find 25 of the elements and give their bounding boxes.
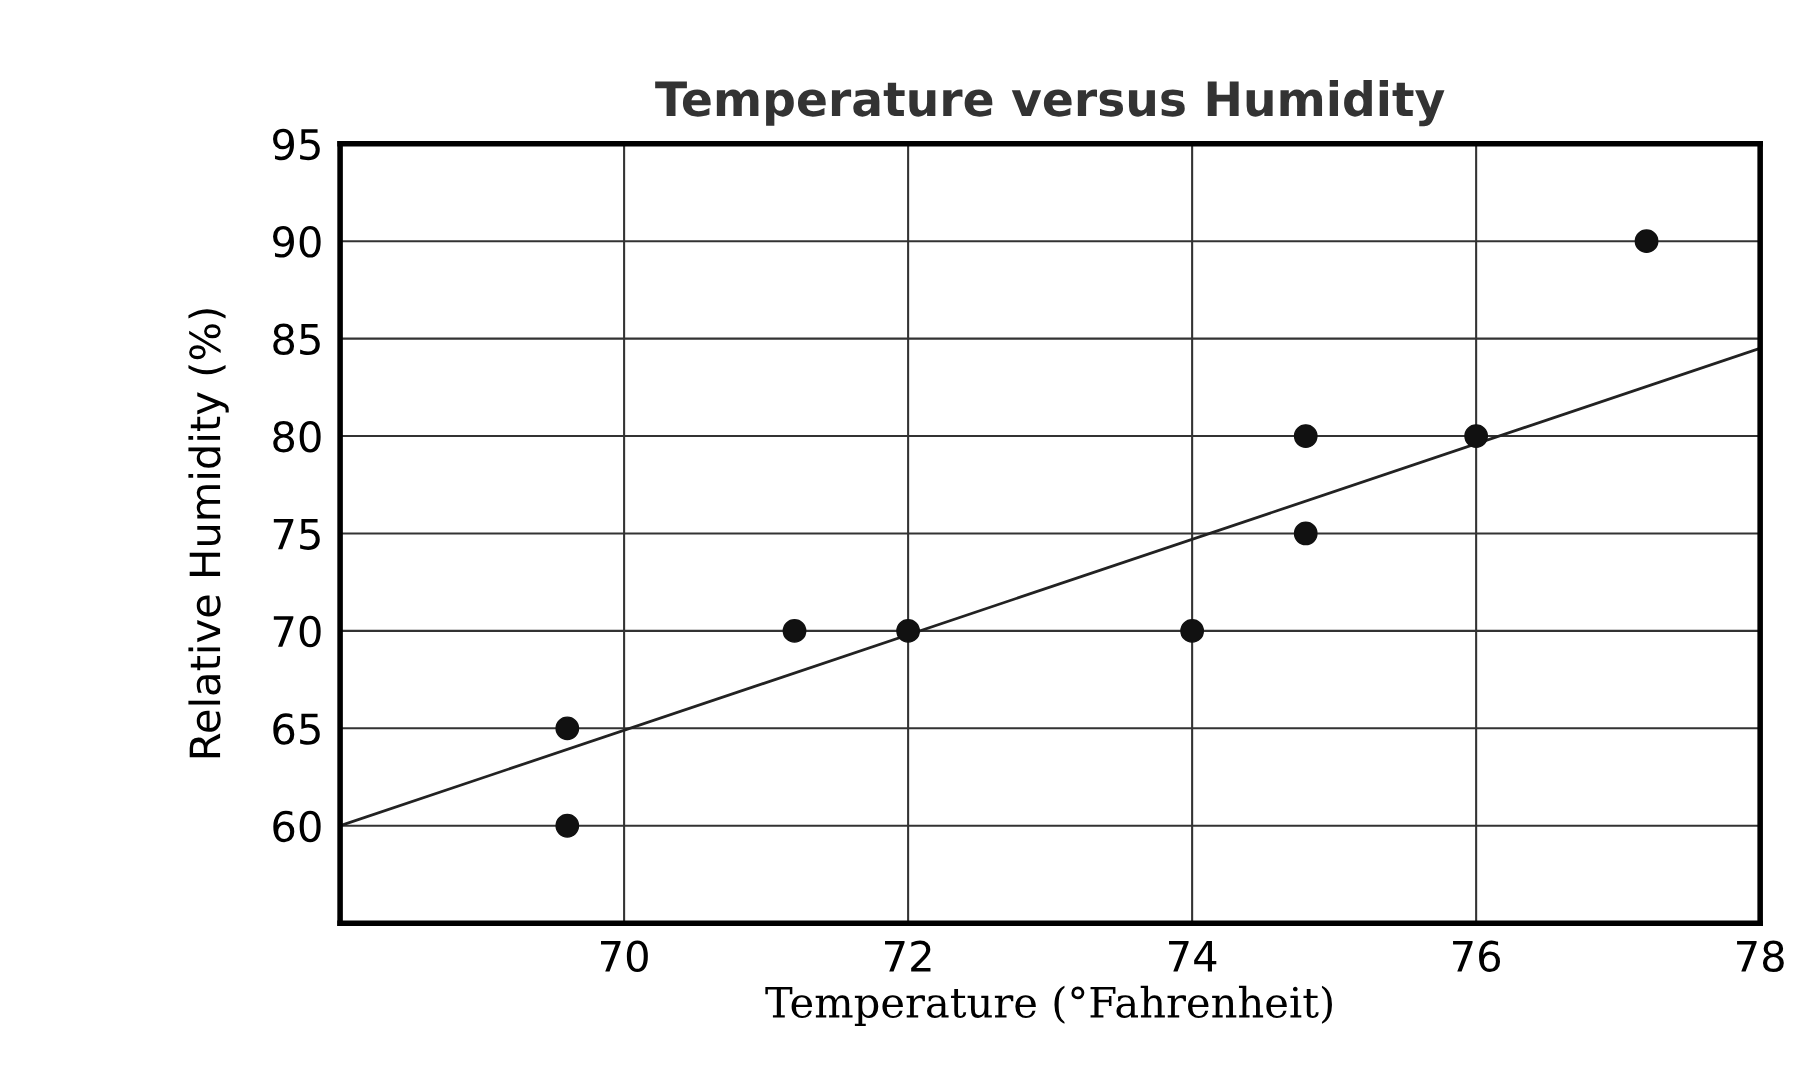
x-tick-label: 70	[601, 940, 648, 973]
y-tick-label: 80	[273, 420, 321, 453]
point	[1180, 619, 1205, 643]
y-axis-title: Relative Humidity (%)	[188, 309, 229, 758]
x-tick-label: 78	[1737, 940, 1784, 973]
y-tick-label: 95	[273, 128, 320, 161]
x-tick-label: 76	[1453, 940, 1501, 973]
chart-title: Temperature versus Humidity	[655, 80, 1445, 127]
point	[1293, 521, 1318, 546]
y-tick-label: 85	[273, 323, 320, 356]
y-tick-label: 70	[273, 615, 321, 648]
y-tick-label: 60	[273, 810, 321, 843]
y-tick-label: 65	[273, 713, 320, 745]
x-tick-label: 72	[885, 940, 931, 972]
point	[555, 716, 580, 741]
point	[1634, 229, 1659, 254]
point	[782, 619, 807, 643]
x-tick-label: 74	[1169, 941, 1217, 972]
point	[1464, 424, 1489, 448]
x-axis-title: Temperature (°Fahrenheit)	[765, 985, 1332, 1027]
y-tick-label: 90	[273, 226, 321, 258]
point	[896, 619, 921, 643]
point	[555, 813, 580, 838]
y-tick-label: 75	[273, 518, 320, 550]
point	[1293, 424, 1318, 448]
